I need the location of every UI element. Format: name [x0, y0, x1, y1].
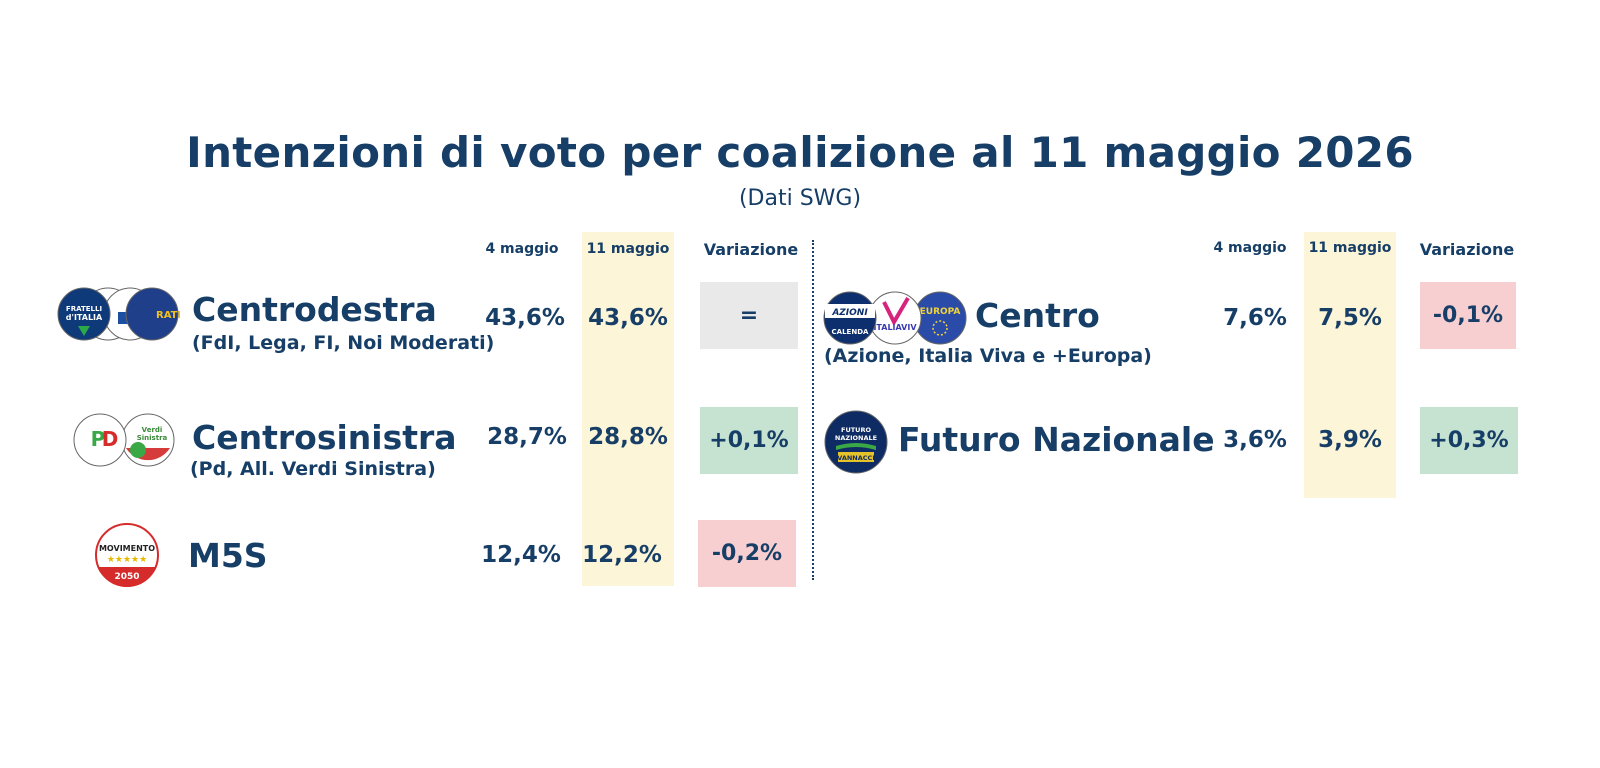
change-badge-centrodestra: =	[700, 282, 798, 349]
coalition-name-futuro-nazionale: Futuro Nazionale	[898, 420, 1215, 459]
svg-text:AZIONI: AZIONI	[831, 308, 868, 318]
value-4-maggio-futuro-nazionale: 3,6%	[1223, 427, 1287, 453]
header-4-maggio-right: 4 maggio	[1213, 240, 1287, 256]
change-badge-futuro-nazionale: +0,3%	[1420, 407, 1518, 474]
change-badge-centrosinistra: +0,1%	[700, 407, 798, 474]
futuro-nazionale-logo: FUTURO NAZIONALE VANNACCI	[824, 410, 888, 474]
fratelli-d-italia-logo: FRATELLI d'ITALIA	[57, 287, 111, 341]
svg-text:D: D	[102, 427, 119, 451]
chart-subtitle: (Dati SWG)	[738, 186, 862, 211]
svg-text:P: P	[91, 427, 106, 451]
logo-group-centrodestra: RATI FRATELLI d'ITALIA	[56, 286, 181, 342]
noi-moderati-logo: RATI	[125, 287, 181, 341]
value-4-maggio-centro: 7,6%	[1223, 305, 1287, 331]
logo-group-centro: EUROPA ITALIAVIV AZIONI CALENDA	[822, 290, 968, 346]
italia-viva-logo: ITALIAVIV	[868, 291, 922, 345]
panel-divider	[812, 240, 814, 580]
highlight-column-left	[582, 232, 674, 586]
coalition-detail-centrodestra: (FdI, Lega, FI, Noi Moderati)	[192, 332, 495, 354]
logo-group-m5s: MOVIMENTO ★★★★★ 2050	[95, 523, 159, 588]
header-variazione-left: Variazione	[703, 240, 799, 259]
movimento-5-stelle-logo: MOVIMENTO ★★★★★ 2050	[95, 523, 159, 588]
coalition-name-centrosinistra: Centrosinistra	[192, 418, 457, 457]
logo-group-centrosinistra: Verdi Sinistra P D	[72, 412, 178, 468]
chart-title: Intenzioni di voto per coalizione al 11 …	[186, 128, 1414, 177]
header-4-maggio-left: 4 maggio	[485, 241, 559, 257]
value-11-maggio-centrosinistra: 28,8%	[588, 424, 668, 450]
pd-logo: P D	[73, 413, 127, 467]
avs-logo: Verdi Sinistra	[121, 413, 175, 467]
svg-text:Verdi: Verdi	[142, 426, 163, 434]
coalition-name-m5s: M5S	[188, 536, 268, 575]
header-variazione-right: Variazione	[1419, 240, 1515, 259]
svg-text:RATI: RATI	[156, 310, 180, 321]
value-11-maggio-centro: 7,5%	[1318, 305, 1382, 331]
svg-text:ITALIAVIV: ITALIAVIV	[873, 323, 917, 332]
coalition-detail-centrosinistra: (Pd, All. Verdi Sinistra)	[190, 458, 436, 480]
azione-logo: AZIONI CALENDA	[823, 291, 877, 345]
svg-text:FUTURO: FUTURO	[841, 426, 871, 434]
change-badge-m5s: -0,2%	[698, 520, 796, 587]
highlight-column-right	[1304, 232, 1396, 498]
svg-text:2050: 2050	[114, 572, 139, 582]
value-4-maggio-m5s: 12,4%	[481, 542, 561, 568]
coalition-name-centro: Centro	[975, 296, 1100, 335]
value-11-maggio-m5s: 12,2%	[582, 542, 662, 568]
header-11-maggio-right: 11 maggio	[1308, 240, 1392, 256]
svg-text:VANNACCI: VANNACCI	[837, 454, 875, 462]
piu-europa-logo: EUROPA	[913, 291, 967, 345]
svg-text:Sinistra: Sinistra	[137, 434, 168, 442]
change-badge-centro: -0,1%	[1420, 282, 1516, 349]
logo-group-futuro-nazionale: FUTURO NAZIONALE VANNACCI	[824, 410, 888, 474]
coalition-name-centrodestra: Centrodestra	[192, 290, 437, 329]
svg-text:d'ITALIA: d'ITALIA	[66, 313, 103, 322]
header-11-maggio-left: 11 maggio	[586, 241, 670, 257]
svg-text:CALENDA: CALENDA	[832, 328, 869, 336]
svg-text:FRATELLI: FRATELLI	[66, 305, 102, 313]
value-11-maggio-futuro-nazionale: 3,9%	[1318, 427, 1382, 453]
coalition-detail-centro: (Azione, Italia Viva e +Europa)	[824, 345, 1152, 367]
value-11-maggio-centrodestra: 43,6%	[588, 305, 668, 331]
value-4-maggio-centrosinistra: 28,7%	[487, 424, 567, 450]
svg-text:MOVIMENTO: MOVIMENTO	[99, 544, 155, 553]
value-4-maggio-centrodestra: 43,6%	[485, 305, 565, 331]
svg-text:NAZIONALE: NAZIONALE	[835, 434, 877, 442]
svg-text:EUROPA: EUROPA	[920, 307, 961, 317]
svg-text:★★★★★: ★★★★★	[107, 555, 147, 565]
